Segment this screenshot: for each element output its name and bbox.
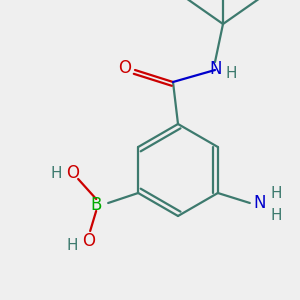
Text: H: H bbox=[270, 208, 282, 223]
Text: O: O bbox=[66, 164, 79, 182]
Text: H: H bbox=[50, 166, 62, 181]
Text: B: B bbox=[91, 196, 102, 214]
Text: N: N bbox=[210, 60, 222, 78]
Text: O: O bbox=[82, 232, 95, 250]
Text: H: H bbox=[66, 238, 78, 253]
Text: H: H bbox=[270, 185, 282, 200]
Text: O: O bbox=[118, 59, 131, 77]
Text: H: H bbox=[225, 67, 237, 82]
Text: N: N bbox=[254, 194, 266, 212]
